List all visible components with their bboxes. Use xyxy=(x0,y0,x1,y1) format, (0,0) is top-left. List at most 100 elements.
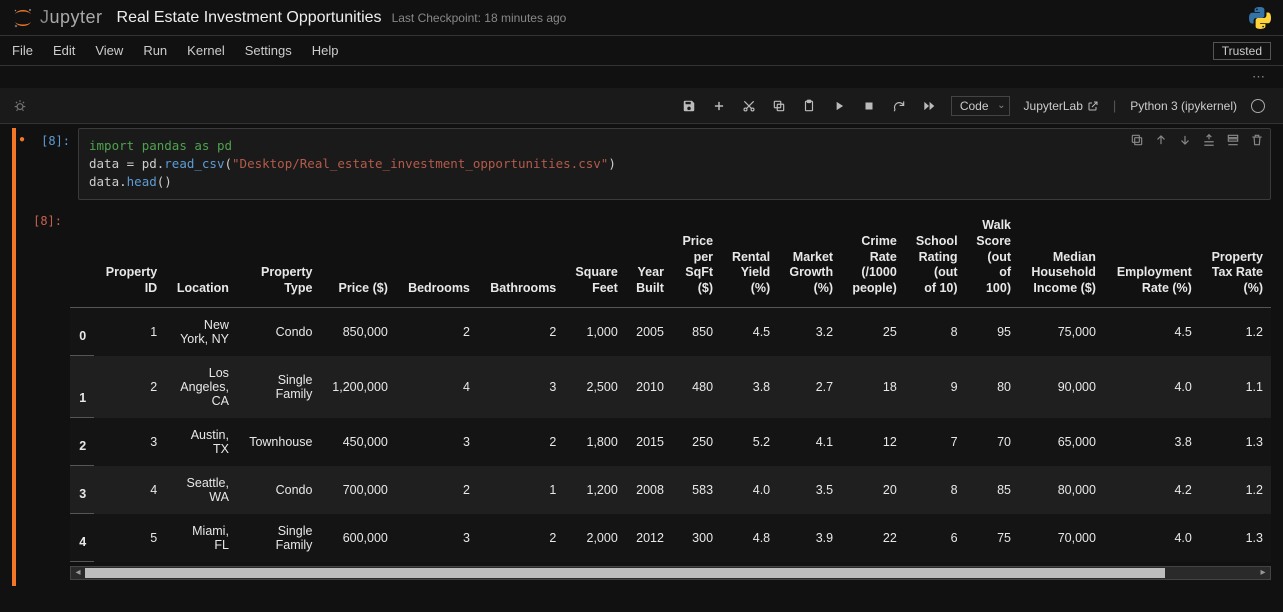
table-cell: 2005 xyxy=(626,307,672,356)
add-cell-icon[interactable] xyxy=(711,98,727,114)
menu-kernel[interactable]: Kernel xyxy=(187,43,225,58)
table-header: Bathrooms xyxy=(478,208,564,307)
table-cell: 5.2 xyxy=(721,418,778,466)
table-cell: 8 xyxy=(905,307,966,356)
code-editor[interactable]: import pandas as pd data = pd.read_csv("… xyxy=(78,128,1271,200)
table-cell: 1.3 xyxy=(1200,418,1271,466)
paste-icon[interactable] xyxy=(801,98,817,114)
table-cell: 4.0 xyxy=(1104,514,1200,562)
menu-edit[interactable]: Edit xyxy=(53,43,75,58)
table-cell: SingleFamily xyxy=(237,356,321,418)
table-cell: 8 xyxy=(905,466,966,514)
table-row: 01NewYork, NYCondo850,000221,00020058504… xyxy=(70,307,1271,356)
duplicate-cell-icon[interactable] xyxy=(1130,133,1144,147)
table-cell: 70 xyxy=(966,418,1019,466)
table-cell: 20 xyxy=(841,466,905,514)
table-cell: 90,000 xyxy=(1019,356,1104,418)
table-cell: 22 xyxy=(841,514,905,562)
table-header: MarketGrowth(%) xyxy=(778,208,841,307)
menu-file[interactable]: File xyxy=(12,43,33,58)
horizontal-scrollbar[interactable]: ◂ ▸ xyxy=(70,566,1271,580)
table-cell: 95 xyxy=(966,307,1019,356)
table-cell: 250 xyxy=(672,418,721,466)
kernel-status-icon[interactable] xyxy=(1251,99,1265,113)
trusted-badge[interactable]: Trusted xyxy=(1213,42,1271,60)
table-cell: 1.2 xyxy=(1200,466,1271,514)
scrollbar-thumb[interactable] xyxy=(85,568,1165,578)
cell-active-indicator xyxy=(12,128,16,586)
table-cell: 600,000 xyxy=(320,514,395,562)
table-header: CrimeRate(/1000people) xyxy=(841,208,905,307)
table-cell: 4 xyxy=(94,466,165,514)
copy-icon[interactable] xyxy=(771,98,787,114)
table-cell: 6 xyxy=(905,514,966,562)
run-all-icon[interactable] xyxy=(921,98,937,114)
table-cell: 2 xyxy=(478,418,564,466)
table-cell: Condo xyxy=(237,466,321,514)
row-index: 2 xyxy=(70,418,94,466)
run-icon[interactable] xyxy=(831,98,847,114)
more-icon[interactable]: ⋯ xyxy=(1252,69,1265,85)
dataframe-table: PropertyIDLocationPropertyTypePrice ($)B… xyxy=(70,208,1271,562)
save-icon[interactable] xyxy=(681,98,697,114)
menu-run[interactable]: Run xyxy=(143,43,167,58)
table-cell: 4.2 xyxy=(1104,466,1200,514)
restart-icon[interactable] xyxy=(891,98,907,114)
python-icon xyxy=(1249,7,1271,29)
table-cell: Seattle,WA xyxy=(165,466,237,514)
table-cell: 2.7 xyxy=(778,356,841,418)
kernel-name[interactable]: Python 3 (ipykernel) xyxy=(1130,99,1237,113)
table-cell: 300 xyxy=(672,514,721,562)
insert-below-icon[interactable] xyxy=(1226,133,1240,147)
table-cell: 850 xyxy=(672,307,721,356)
row-index: 4 xyxy=(70,514,94,562)
table-cell: 5 xyxy=(94,514,165,562)
table-cell: 3.9 xyxy=(778,514,841,562)
table-cell: 3 xyxy=(396,418,478,466)
table-cell: 3.8 xyxy=(1104,418,1200,466)
code-cell[interactable]: ● [8]: import pandas as pd data = pd.rea… xyxy=(18,128,1271,200)
menu-help[interactable]: Help xyxy=(312,43,339,58)
row-index: 3 xyxy=(70,466,94,514)
table-cell: 2,000 xyxy=(564,514,626,562)
scroll-left-icon[interactable]: ◂ xyxy=(71,567,85,579)
table-cell: 4.0 xyxy=(1104,356,1200,418)
table-cell: 1.1 xyxy=(1200,356,1271,418)
move-down-icon[interactable] xyxy=(1178,133,1192,147)
table-cell: 1 xyxy=(94,307,165,356)
table-cell: 12 xyxy=(841,418,905,466)
notebook-body: ● [8]: import pandas as pd data = pd.rea… xyxy=(0,124,1283,586)
table-header: Price ($) xyxy=(320,208,395,307)
table-cell: 3.8 xyxy=(721,356,778,418)
table-header: SchoolRating(outof 10) xyxy=(905,208,966,307)
output-area[interactable]: PropertyIDLocationPropertyTypePrice ($)B… xyxy=(70,208,1271,586)
move-up-icon[interactable] xyxy=(1154,133,1168,147)
insert-above-icon[interactable] xyxy=(1202,133,1216,147)
table-cell: 2010 xyxy=(626,356,672,418)
table-cell: 85 xyxy=(966,466,1019,514)
table-header: WalkScore(outof100) xyxy=(966,208,1019,307)
notebook-title[interactable]: Real Estate Investment Opportunities xyxy=(117,9,382,27)
table-cell: 9 xyxy=(905,356,966,418)
debugger-icon[interactable] xyxy=(0,99,40,113)
menu-settings[interactable]: Settings xyxy=(245,43,292,58)
table-row: 23Austin,TXTownhouse450,000321,800201525… xyxy=(70,418,1271,466)
table-cell: Miami,FL xyxy=(165,514,237,562)
delete-cell-icon[interactable] xyxy=(1250,133,1264,147)
input-prompt: [8]: xyxy=(26,128,78,200)
scroll-right-icon[interactable]: ▸ xyxy=(1256,567,1270,579)
table-header: PropertyType xyxy=(237,208,321,307)
table-cell: 480 xyxy=(672,356,721,418)
cell-toolbar xyxy=(1130,133,1264,147)
open-jupyterlab-link[interactable]: JupyterLab xyxy=(1024,99,1099,113)
table-cell: NewYork, NY xyxy=(165,307,237,356)
table-cell: 2 xyxy=(94,356,165,418)
stop-icon[interactable] xyxy=(861,98,877,114)
table-cell: 3.2 xyxy=(778,307,841,356)
menu-view[interactable]: View xyxy=(95,43,123,58)
cell-type-select[interactable]: Code ⌄ xyxy=(951,96,1010,116)
row-index: 1 xyxy=(70,356,94,418)
cut-icon[interactable] xyxy=(741,98,757,114)
table-cell: 2 xyxy=(396,466,478,514)
table-cell: 1 xyxy=(478,466,564,514)
